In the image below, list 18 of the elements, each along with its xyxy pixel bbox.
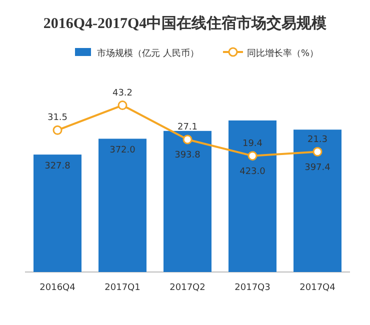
legend-label: 同比增长率（%）	[247, 48, 319, 59]
data-label: 397.4	[304, 162, 331, 173]
data-label: 19.4	[242, 138, 263, 149]
data-label: 21.3	[307, 134, 328, 145]
data-label: 43.2	[112, 88, 133, 98]
data-label: 372.0	[110, 146, 136, 156]
data-label: 327.8	[44, 162, 71, 172]
x-tick-label: 2017Q3	[234, 283, 270, 293]
x-tick-label: 2017Q2	[170, 283, 206, 293]
x-tick-label: 2017Q4	[300, 283, 336, 293]
chart-title: 2016Q4-2017Q4中国在线住宿市场交易规模	[43, 14, 328, 32]
data-label: 27.1	[177, 122, 198, 132]
x-tick-label: 2016Q4	[40, 283, 76, 293]
legend-label: 市场规模（亿元 人民币）	[97, 48, 199, 59]
data-label: 31.5	[47, 113, 68, 124]
x-tick-label: 2017Q1	[104, 283, 140, 293]
data-label: 393.8	[174, 150, 201, 160]
data-label: 423.0	[240, 166, 266, 177]
